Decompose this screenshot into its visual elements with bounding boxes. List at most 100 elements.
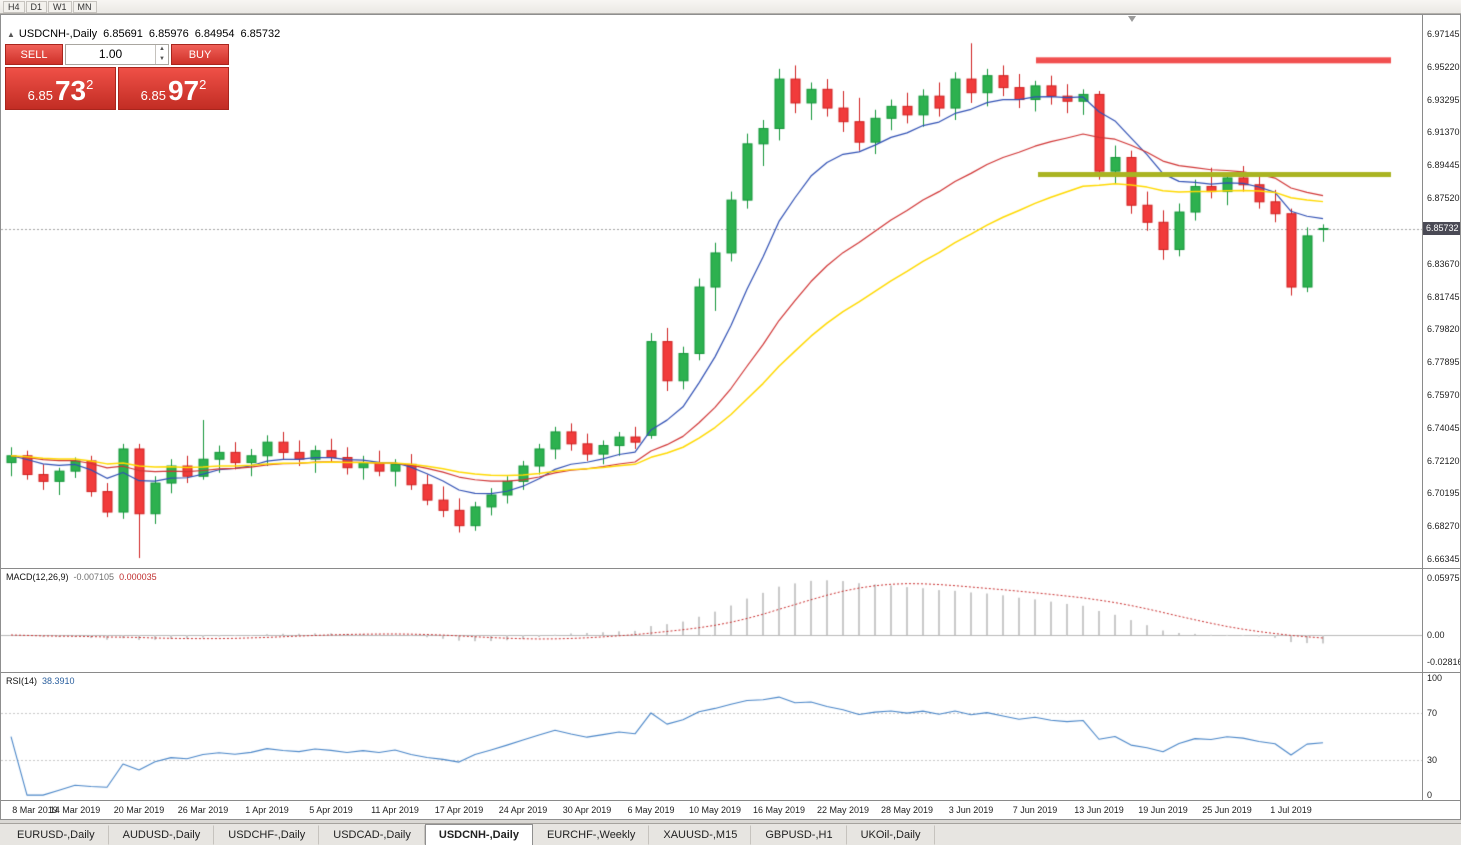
chart-window: ▲ USDCNH-,Daily 6.85691 6.85976 6.84954 6.857… <box>0 14 1461 820</box>
date-axis-label: 7 Jun 2019 <box>1012 805 1058 815</box>
date-axis-label: 13 Jun 2019 <box>1074 805 1124 815</box>
volume-box: 1.00 ▲ ▼ <box>65 44 169 65</box>
horizontal-scrollbar[interactable] <box>0 820 1461 823</box>
date-axis-label: 24 Apr 2019 <box>498 805 548 815</box>
one-click-collapse-icon[interactable]: ▲ <box>7 30 15 39</box>
price-chart-canvas[interactable] <box>1 15 1422 568</box>
date-axis-label: 8 Mar 2019 <box>12 805 58 815</box>
price-axis-label: 6.97145 <box>1427 29 1460 39</box>
rsi-name: RSI(14) <box>6 676 38 686</box>
tab-usdcad-daily[interactable]: USDCAD-,Daily <box>319 825 425 845</box>
macd-main-value: -0.007105 <box>73 572 115 582</box>
rsi-axis[interactable]: 100 70 30 0 <box>1422 673 1460 800</box>
ohlc-close: 6.85732 <box>240 28 281 40</box>
date-axis-label: 25 Jun 2019 <box>1202 805 1252 815</box>
price-axis-label: 6.89445 <box>1427 160 1460 171</box>
date-axis-label: 28 May 2019 <box>880 805 934 815</box>
rsi-axis-label: 70 <box>1427 708 1438 719</box>
macd-chart-canvas[interactable] <box>1 569 1422 672</box>
sell-quote-button[interactable]: 6.85 73 2 <box>5 67 116 110</box>
price-axis-label: 6.74045 <box>1427 422 1460 433</box>
price-axis-label: 6.72120 <box>1427 455 1460 466</box>
macd-name: MACD(12,26,9) <box>6 572 69 582</box>
date-axis-label: 30 Apr 2019 <box>562 805 612 815</box>
price-axis-label: 6.81745 <box>1427 291 1460 302</box>
date-axis-label: 10 May 2019 <box>688 805 742 815</box>
bid-price-base: 6.85 <box>27 88 53 103</box>
timeframe-button-h4[interactable]: H4 <box>3 0 25 13</box>
chart-tabs-bar: EURUSD-,Daily AUDUSD-,Daily USDCHF-,Daily U… <box>0 823 1461 845</box>
price-axis-label: 6.75970 <box>1427 389 1460 400</box>
macd-axis-label: -0.02816 <box>1427 656 1460 667</box>
ohlc-high: 6.85976 <box>148 28 189 40</box>
date-axis-label: 6 May 2019 <box>627 805 675 815</box>
chart-shift-marker[interactable] <box>1128 16 1136 22</box>
ohlc-open: 6.85691 <box>103 28 143 40</box>
timeframe-button-mn[interactable]: MN <box>72 0 97 13</box>
tab-ukoil-daily[interactable]: UKOil-,Daily <box>847 825 935 845</box>
current-price-tag: 6.85732 <box>1423 222 1460 236</box>
price-axis-label: 6.77895 <box>1427 357 1460 368</box>
date-axis[interactable]: 8 Mar 2019 14 Mar 2019 20 Mar 2019 26 Mar 2… <box>1 800 1460 819</box>
price-axis-label: 6.68270 <box>1427 521 1460 532</box>
rsi-axis-label: 100 <box>1427 673 1443 683</box>
date-axis-label: 5 Apr 2019 <box>309 805 353 815</box>
tab-audusd-daily[interactable]: AUDUSD-,Daily <box>109 825 215 845</box>
ask-price-base: 6.85 <box>140 88 166 103</box>
price-axis-label: 6.79820 <box>1427 324 1460 335</box>
timeframe-button-w1[interactable]: W1 <box>48 0 72 13</box>
volume-spinner: ▲ ▼ <box>155 45 168 64</box>
price-axis-label: 6.93295 <box>1427 94 1460 105</box>
timeframe-button-d1[interactable]: D1 <box>25 0 48 13</box>
price-axis-label: 6.95220 <box>1427 61 1460 72</box>
bid-price-pips: 73 <box>54 75 87 106</box>
price-axis-label: 6.66345 <box>1427 554 1460 564</box>
date-axis-label: 20 Mar 2019 <box>113 805 165 815</box>
rsi-chart-canvas[interactable] <box>1 673 1422 800</box>
price-pane: ▲ USDCNH-,Daily 6.85691 6.85976 6.84954 6.857… <box>1 15 1460 568</box>
sell-button[interactable]: SELL <box>5 44 63 65</box>
tab-eurchf-weekly[interactable]: EURCHF-,Weekly <box>533 825 650 845</box>
buy-button[interactable]: BUY <box>171 44 229 65</box>
tab-usdcnh-daily[interactable]: USDCNH-,Daily <box>424 824 533 845</box>
volume-up-icon[interactable]: ▲ <box>159 46 165 52</box>
date-axis-label: 16 May 2019 <box>752 805 806 815</box>
rsi-pane: RSI(14) 38.3910 100 70 30 0 <box>1 672 1460 800</box>
chart-symbol-label: USDCNH-,Daily <box>18 28 98 40</box>
buy-quote-button[interactable]: 6.85 97 2 <box>118 67 229 110</box>
macd-signal-value: 0.000035 <box>119 572 157 582</box>
one-click-trade-panel: SELL 1.00 ▲ ▼ BUY 6.85 73 2 6.85 97 2 <box>5 44 229 110</box>
price-axis[interactable]: 6.85732 6.97145 6.95220 6.93295 6.91370 6.89… <box>1422 15 1460 568</box>
price-axis-label: 6.91370 <box>1427 127 1460 138</box>
rsi-axis-label: 30 <box>1427 754 1438 765</box>
macd-axis[interactable]: 0.059758 0.00 -0.02816 <box>1422 569 1460 672</box>
macd-pane: MACD(12,26,9) -0.007105 0.000035 0.0597580… <box>1 568 1460 672</box>
ask-price-pips: 97 <box>167 75 200 106</box>
ohlc-low: 6.84954 <box>194 28 235 40</box>
date-axis-label: 17 Apr 2019 <box>434 805 484 815</box>
date-axis-label: 26 Mar 2019 <box>177 805 229 815</box>
price-axis-label: 6.70195 <box>1427 488 1460 499</box>
date-axis-label: 22 May 2019 <box>816 805 870 815</box>
date-axis-label: 3 Jun 2019 <box>948 805 994 815</box>
date-axis-label: 11 Apr 2019 <box>371 805 419 815</box>
bid-price-frac: 2 <box>86 77 94 92</box>
tab-usdchf-daily[interactable]: USDCHF-,Daily <box>214 825 320 845</box>
rsi-value: 38.3910 <box>42 676 75 686</box>
date-axis-label: 19 Jun 2019 <box>1138 805 1188 815</box>
chart-ohlc-line: ▲ USDCNH-,Daily 6.85691 6.85976 6.84954 6.857… <box>7 28 280 40</box>
timeframe-toolbar: H4 D1 W1 MN <box>0 0 1461 14</box>
rsi-label: RSI(14) 38.3910 <box>6 676 75 686</box>
price-axis-label: 6.83670 <box>1427 258 1460 269</box>
macd-label: MACD(12,26,9) -0.007105 0.000035 <box>6 572 157 582</box>
date-axis-label: 14 Mar 2019 <box>49 805 101 815</box>
tab-xauusd-m15[interactable]: XAUUSD-,M15 <box>649 825 752 845</box>
tab-eurusd-daily[interactable]: EURUSD-,Daily <box>3 825 109 845</box>
date-axis-label: 1 Apr 2019 <box>245 805 289 815</box>
volume-down-icon[interactable]: ▼ <box>159 55 165 62</box>
volume-input[interactable]: 1.00 <box>98 47 123 61</box>
ask-price-frac: 2 <box>199 77 207 92</box>
tab-gbpusd-h1[interactable]: GBPUSD-,H1 <box>751 825 847 845</box>
rsi-axis-label: 0 <box>1427 790 1433 800</box>
date-axis-label: 1 Jul 2019 <box>1270 805 1312 815</box>
